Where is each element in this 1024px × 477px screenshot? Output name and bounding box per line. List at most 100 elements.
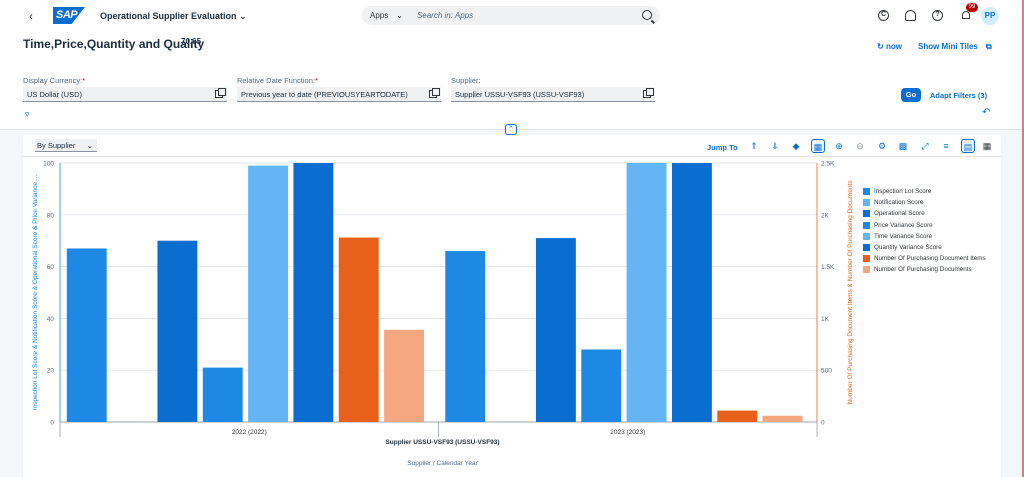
legend-label: Time Variance Score: [874, 232, 933, 240]
legend-swatch: [863, 199, 870, 207]
tag-icon[interactable]: ◆: [792, 141, 800, 151]
supplier-field[interactable]: Supplier USSU-VSF93 (USSU-VSF93): [451, 87, 655, 102]
y2-tick-label: 500: [821, 368, 832, 375]
kpi-score: 70,65: [181, 37, 202, 46]
go-button[interactable]: Go: [901, 88, 921, 102]
collapse-header-button[interactable]: ⌃: [505, 124, 517, 135]
jump-to-button[interactable]: Jump To: [707, 143, 738, 152]
value-help-icon[interactable]: [643, 88, 654, 98]
currency-value: US Dollar (USD): [27, 90, 83, 99]
page-title: Time,Price,Quantity and Quality: [23, 37, 205, 51]
legend-label: Inspection Lot Score: [874, 188, 932, 196]
drill-down-icon[interactable]: ⇓: [771, 141, 779, 151]
refresh-button[interactable]: ↻ now: [877, 42, 902, 51]
y-tick-label: 100: [43, 161, 54, 168]
group-label: Supplier USSU-VSF93 (USSU-VSF93): [385, 439, 499, 446]
headset-icon[interactable]: [905, 10, 916, 21]
legend-swatch: [863, 210, 870, 218]
date-function-field[interactable]: Previous year to date (PREVIOUSYEARTODAT…: [237, 87, 441, 102]
notification-badge: 99: [966, 3, 978, 12]
legend-item[interactable]: Operational Score: [863, 208, 986, 219]
x-tick-label: 2023 (2023): [610, 429, 645, 436]
fullscreen-icon[interactable]: ⤢: [921, 141, 929, 151]
avatar[interactable]: PP: [981, 7, 999, 25]
legend-item[interactable]: Quantity Variance Score: [863, 242, 986, 253]
legend-item[interactable]: Notification Score: [863, 197, 986, 208]
value-help-icon[interactable]: [215, 88, 226, 98]
supplier-value: Supplier USSU-VSF93 (USSU-VSF93): [455, 90, 585, 99]
copilot-icon[interactable]: C: [878, 10, 889, 21]
legend-item[interactable]: Price Variance Score: [863, 220, 986, 231]
bar: [202, 367, 243, 422]
bar: [66, 248, 107, 422]
drill-up-icon[interactable]: ⇑: [750, 141, 758, 151]
search-icon[interactable]: [642, 10, 652, 20]
legend-toggle-icon[interactable]: ≡: [943, 141, 949, 151]
chart-view-icon[interactable]: ▤: [961, 139, 975, 153]
settings-icon[interactable]: ⚙: [877, 141, 887, 151]
date-function-label: Relative Date Function:*: [237, 76, 318, 85]
bar: [157, 240, 198, 422]
legend-label: Number Of Purchasing Documents: [874, 266, 972, 274]
undo-icon[interactable]: ↶: [982, 107, 991, 118]
zoom-in-icon[interactable]: ⊕: [835, 141, 843, 151]
grid-view-icon[interactable]: ▦: [982, 141, 992, 151]
chevron-down-icon: ⌄: [396, 11, 403, 20]
currency-label: Display Currency:*: [23, 76, 85, 85]
required-mark: *: [82, 76, 86, 85]
share-icon[interactable]: ⧉: [986, 42, 992, 51]
y2-axis-title: Number Of Purchasing Document Items & Nu…: [847, 180, 854, 405]
refresh-icon: ↻: [877, 42, 886, 51]
legend-item[interactable]: Time Variance Score: [863, 231, 986, 242]
bar: [384, 329, 424, 422]
legend-label: Operational Score: [874, 210, 925, 218]
chevron-down-icon: ⌄: [86, 141, 93, 150]
back-arrow-icon[interactable]: ‹: [29, 9, 33, 23]
filter-icon[interactable]: ▿: [25, 109, 30, 119]
bar: [248, 165, 289, 422]
app-title-menu[interactable]: Operational Supplier Evaluation ⌄: [100, 11, 246, 21]
legend-item[interactable]: Inspection Lot Score: [863, 186, 986, 197]
legend-item[interactable]: Number Of Purchasing Document Items: [863, 253, 986, 264]
supplier-label: Supplier:: [451, 76, 481, 85]
legend-swatch: [863, 255, 870, 263]
show-mini-tiles-button[interactable]: Show Mini Tiles: [918, 42, 978, 51]
legend-swatch: [863, 232, 870, 240]
bar: [338, 237, 379, 422]
chart-area: 0 20 40 60 80 100 0 500 1K 1.5K 2K 2.5K 2022 (2022) 2…: [23, 157, 1001, 477]
chart-type-icon[interactable]: ▩: [898, 141, 908, 151]
date-label-text: Relative Date Function:: [237, 76, 315, 85]
legend-swatch: [863, 244, 870, 252]
x-axis-title: Supplier / Calendar Year: [407, 460, 478, 467]
legend-swatch: [863, 266, 870, 274]
zoom-out-icon[interactable]: ⊖: [856, 141, 864, 151]
table-view-icon[interactable]: ▦: [811, 139, 825, 153]
search-bar[interactable]: Apps ⌄ Search in: Apps: [362, 6, 660, 25]
y2-tick-label: 1K: [821, 316, 830, 323]
legend-swatch: [863, 221, 870, 229]
value-help-icon[interactable]: [429, 88, 440, 98]
bar: [626, 163, 667, 422]
view-by-select[interactable]: By Supplier ⌄: [35, 139, 97, 152]
adapt-filters-button[interactable]: Adapt Filters (3): [930, 91, 988, 100]
y-axis-title: Inspection Lot Score & Notification Scor…: [32, 175, 39, 411]
refresh-label: now: [885, 42, 902, 51]
sap-logo[interactable]: SAP: [53, 7, 85, 24]
currency-field[interactable]: US Dollar (USD): [23, 87, 227, 102]
app-title: Operational Supplier Evaluation: [100, 11, 237, 21]
search-scope-select[interactable]: Apps: [370, 11, 389, 20]
y-tick-label: 20: [47, 368, 55, 375]
chart-container: By Supplier ⌄ Jump To ⇑ ⇓ ◆ ▦ ⊕ ⊖ ⚙ ▩ ⤢ ≡…: [23, 135, 1001, 477]
legend-item[interactable]: Number Of Purchasing Documents: [863, 264, 986, 275]
legend-label: Quantity Variance Score: [874, 244, 942, 252]
y2-tick-label: 2.5K: [821, 161, 835, 168]
currency-label-text: Display Currency:: [23, 76, 83, 85]
bar: [445, 251, 486, 422]
page-header: Time,Price,Quantity and Quality 70,65 ↻ …: [0, 32, 1024, 130]
bell-icon[interactable]: [961, 9, 971, 21]
help-icon[interactable]: ?: [932, 10, 943, 21]
view-by-value: By Supplier: [37, 141, 76, 150]
logo-text: SAP: [56, 9, 78, 21]
search-input[interactable]: Search in: Apps: [416, 11, 474, 20]
window-border: [1022, 0, 1024, 477]
